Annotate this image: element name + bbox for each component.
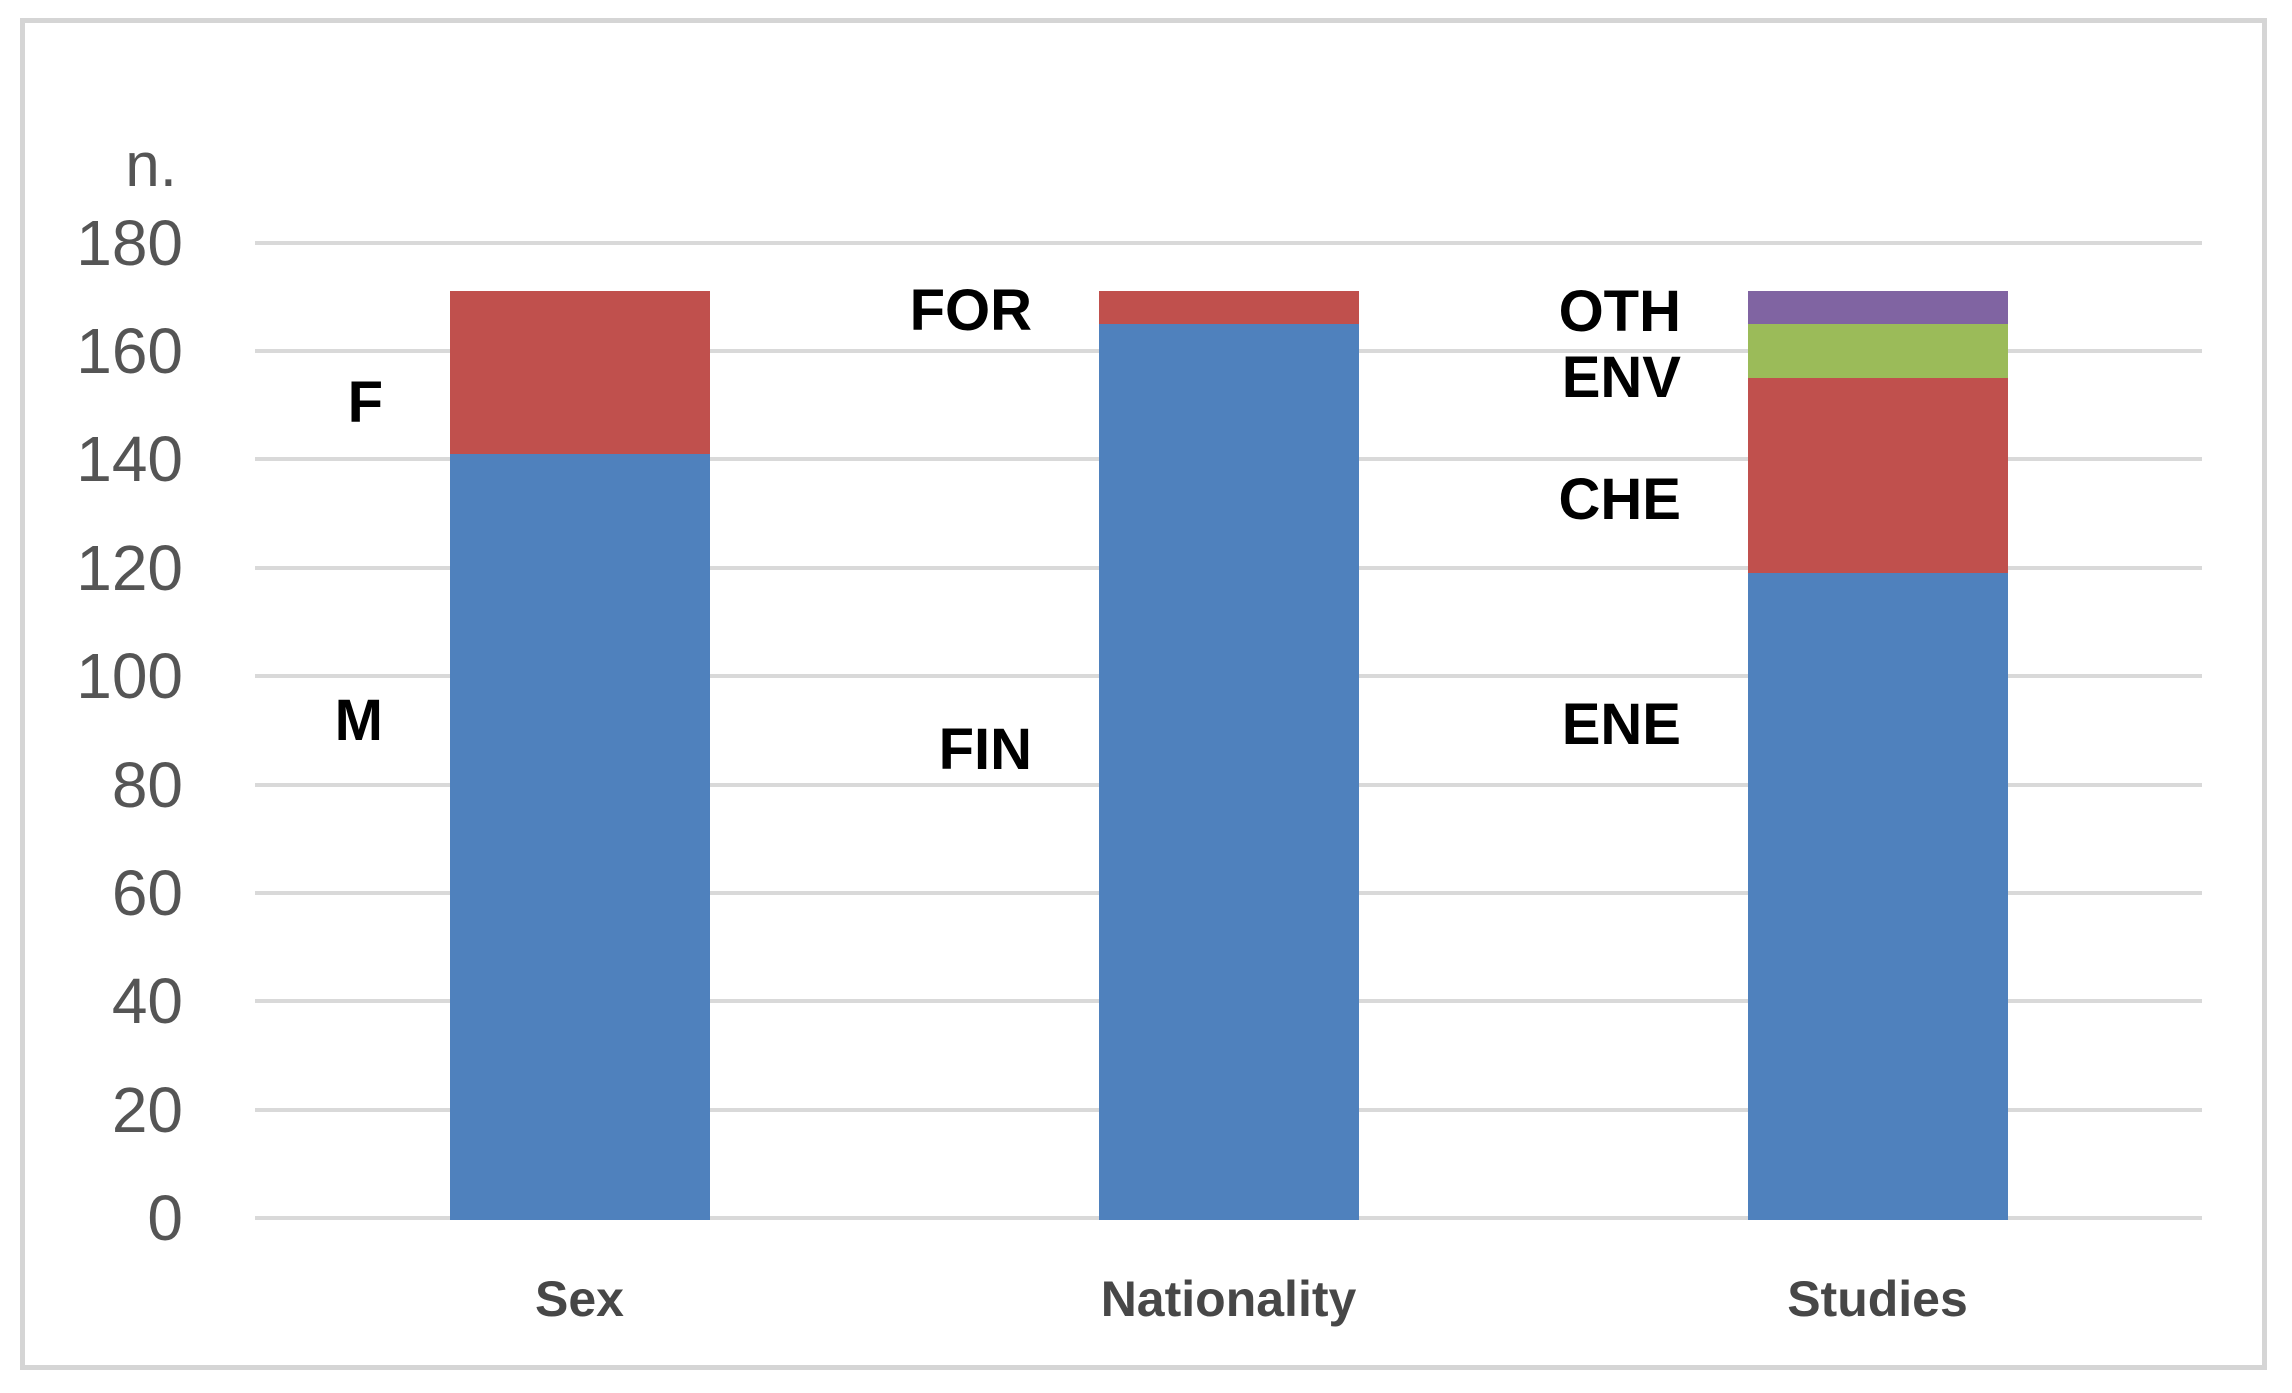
segment-label-ene: ENE <box>1561 692 1681 757</box>
y-tick-label: 0 <box>147 1182 183 1254</box>
category-label-nationality: Nationality <box>1100 1271 1357 1327</box>
y-tick-label: 60 <box>111 856 183 929</box>
gridline-y180 <box>255 240 2202 245</box>
y-tick-label: 180 <box>76 206 183 279</box>
bar-segment-oth <box>1748 291 2008 324</box>
segment-label-fin: FIN <box>938 717 1032 782</box>
bar-segment-f <box>450 291 710 454</box>
segment-label-m: M <box>334 688 383 753</box>
category-label-studies: Studies <box>1787 1271 1968 1327</box>
y-tick-label: 140 <box>76 423 183 496</box>
y-tick-label: 20 <box>111 1073 183 1146</box>
y-tick-label: 160 <box>76 315 183 388</box>
segment-label-f: F <box>347 370 383 435</box>
chart-frame: n. 0 20 40 60 80 100 120 140 160 180 M F Sex FIN FOR Na… <box>20 18 2267 1370</box>
y-tick-label: 40 <box>111 965 183 1038</box>
y-tick-label: 80 <box>111 748 183 821</box>
bar-segment-m <box>450 453 710 1220</box>
y-tick-label: 120 <box>76 531 183 604</box>
bar-segment-fin <box>1099 323 1359 1220</box>
bar-segment-env <box>1748 323 2008 379</box>
y-tick-label: 100 <box>76 640 183 713</box>
segment-label-che: CHE <box>1558 467 1681 532</box>
segment-label-env: ENV <box>1561 345 1681 410</box>
y-axis-title: n. <box>125 131 177 200</box>
bar-segment-che <box>1748 378 2008 574</box>
category-label-sex: Sex <box>535 1271 624 1327</box>
segment-label-oth: OTH <box>1558 279 1681 344</box>
segment-label-for: FOR <box>909 278 1032 343</box>
bar-segment-ene <box>1748 573 2008 1220</box>
bar-segment-for <box>1099 291 1359 324</box>
